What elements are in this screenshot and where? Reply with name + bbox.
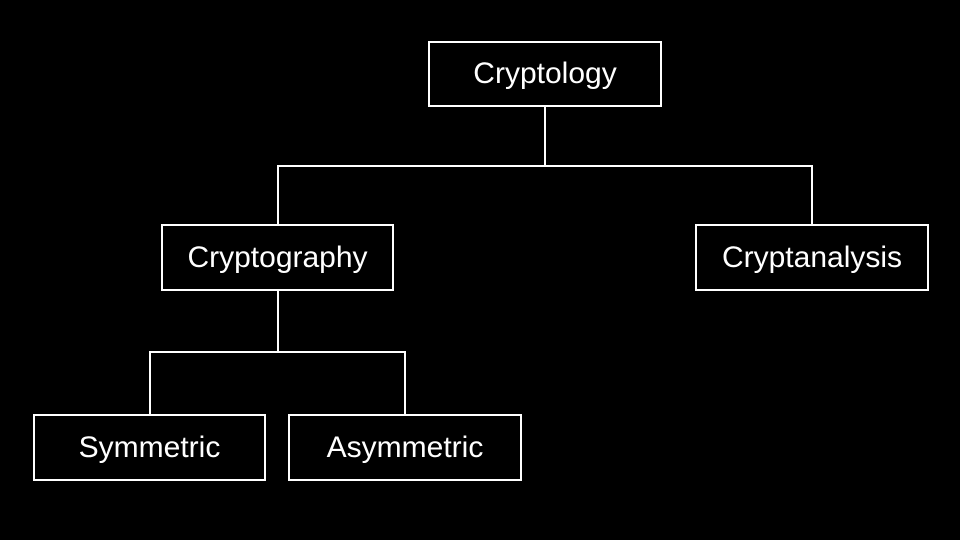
node-cryptology-label: Cryptology	[473, 57, 617, 90]
node-cryptanalysis-label: Cryptanalysis	[721, 240, 903, 274]
node-asymmetric-label: Asymmetric	[326, 430, 484, 464]
edge-cryptography-asymmetric	[278, 351, 406, 414]
node-symmetric-label: Symmetric	[78, 430, 221, 464]
node-cryptanalysis: Cryptanalysis	[695, 224, 929, 291]
node-cryptography-label: Cryptography	[187, 240, 368, 274]
edge-cryptography-symmetric	[149, 291, 279, 414]
edge-cryptology-cryptanalysis	[545, 165, 813, 224]
node-cryptography: Cryptography	[161, 224, 394, 291]
edge-cryptology-cryptography	[277, 107, 546, 224]
node-symmetric: Symmetric	[33, 414, 266, 481]
node-asymmetric: Asymmetric	[288, 414, 522, 481]
node-cryptology: Cryptology	[428, 41, 662, 107]
